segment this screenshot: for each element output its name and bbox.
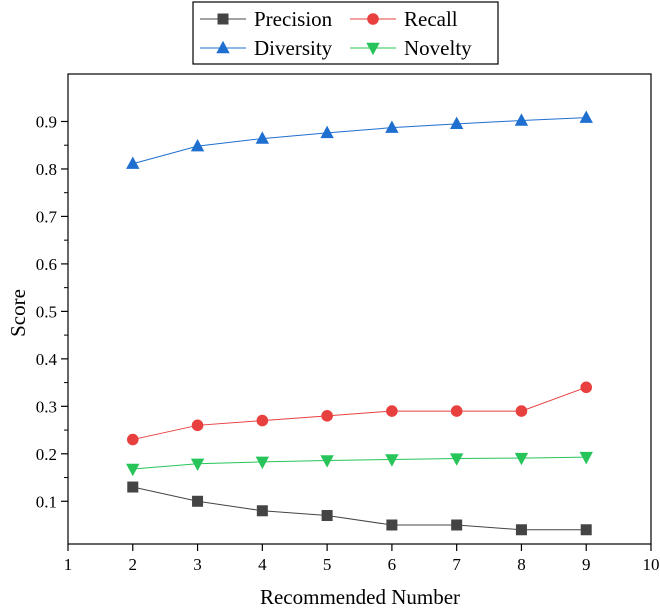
y-tick-label: 0.3 xyxy=(36,397,57,416)
x-tick-label: 5 xyxy=(323,555,332,574)
recall-point xyxy=(321,410,333,422)
series-novelty xyxy=(126,451,593,477)
legend-recall-label: Recall xyxy=(404,7,458,31)
legend-diversity-marker xyxy=(216,40,230,54)
y-tick-label: 0.2 xyxy=(36,445,57,464)
recall-point xyxy=(386,405,398,417)
legend-recall-marker xyxy=(367,13,379,25)
legend-novelty-marker xyxy=(366,42,380,56)
x-tick-label: 8 xyxy=(517,555,526,574)
series-diversity xyxy=(126,110,593,169)
plot-area xyxy=(67,73,652,545)
x-tick-label: 4 xyxy=(258,555,267,574)
x-tick-label: 1 xyxy=(64,555,73,574)
legend-novelty-label: Novelty xyxy=(404,36,472,60)
legend-box xyxy=(192,1,499,65)
diversity-point xyxy=(514,113,529,126)
x-tick-label: 10 xyxy=(643,555,660,574)
legend-precision-label: Precision xyxy=(254,7,333,31)
x-tick-label: 9 xyxy=(582,555,591,574)
novelty-point xyxy=(126,463,140,477)
plot-frame xyxy=(67,73,652,545)
novelty-point xyxy=(190,458,205,471)
recall-point xyxy=(126,433,139,446)
recall-point xyxy=(191,419,204,432)
x-axis: 1 2 3 4 5 6 7 8 9 10 xyxy=(64,544,660,574)
diversity-point xyxy=(449,116,464,130)
diversity-point xyxy=(126,156,140,169)
recall-point xyxy=(580,381,593,394)
legend-precision-marker xyxy=(217,13,229,25)
diversity-point xyxy=(320,125,334,139)
diversity-point xyxy=(579,110,593,123)
y-tick-label: 0.6 xyxy=(36,255,57,274)
series-precision xyxy=(127,481,592,536)
novelty-point xyxy=(449,453,464,466)
x-tick-label: 3 xyxy=(193,555,202,574)
precision-point xyxy=(127,481,139,493)
y-tick-label: 0.9 xyxy=(36,112,57,131)
precision-point xyxy=(580,524,592,536)
novelty-point xyxy=(255,456,270,470)
precision-point xyxy=(386,519,398,531)
precision-point xyxy=(515,524,527,536)
legend-diversity-label: Diversity xyxy=(254,36,333,60)
novelty-point xyxy=(579,451,593,465)
diversity-point xyxy=(255,131,270,144)
diversity-line xyxy=(132,117,587,165)
recall-point xyxy=(256,414,269,427)
precision-point xyxy=(451,519,463,531)
novelty-line xyxy=(132,456,587,470)
precision-point xyxy=(256,505,268,517)
y-tick-label: 0.8 xyxy=(36,160,57,179)
novelty-point xyxy=(320,455,334,468)
precision-line xyxy=(132,486,587,531)
series-recall xyxy=(126,381,593,446)
diversity-point xyxy=(385,120,399,133)
precision-point xyxy=(192,495,204,507)
novelty-point xyxy=(514,452,529,466)
recall-point xyxy=(515,405,528,417)
x-tick-label: 7 xyxy=(452,555,461,574)
x-tick-label: 6 xyxy=(388,555,397,574)
precision-point xyxy=(321,510,333,522)
recall-point xyxy=(450,405,463,417)
y-tick-label: 0.5 xyxy=(36,302,57,321)
novelty-point xyxy=(385,454,399,467)
y-axis: 0.1 0.2 0.3 0.4 0.5 0.6 0.7 0.8 0.9 xyxy=(36,112,68,511)
y-tick-label: 0.4 xyxy=(36,350,58,369)
y-axis-title: Score xyxy=(6,289,30,337)
y-tick-label: 0.7 xyxy=(36,207,58,226)
diversity-point xyxy=(190,138,205,152)
x-axis-title: Recommended Number xyxy=(260,585,460,609)
y-tick-label: 0.1 xyxy=(36,492,57,511)
recall-line xyxy=(132,386,587,441)
x-tick-label: 2 xyxy=(129,555,138,574)
legend: Precision Recall Diversity Novelty xyxy=(192,1,499,65)
